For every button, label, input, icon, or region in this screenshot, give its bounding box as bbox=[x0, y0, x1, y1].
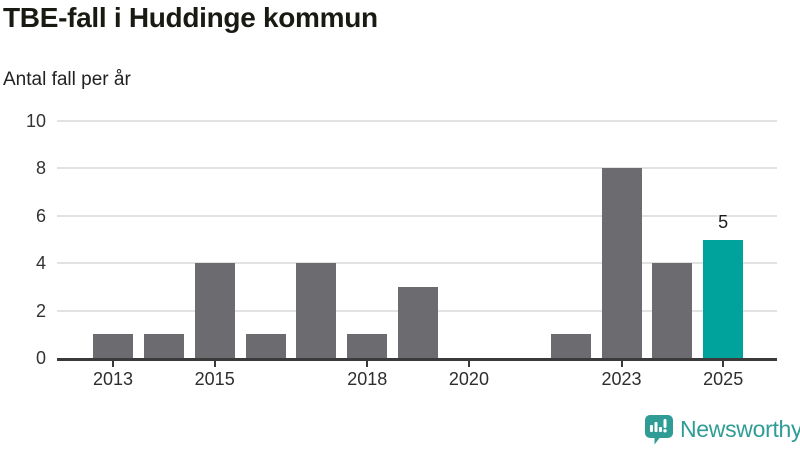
y-axis-label-6: 6 bbox=[35, 205, 46, 226]
x-axis-label-2013: 2013 bbox=[92, 369, 134, 389]
bar-2022 bbox=[550, 334, 591, 358]
y-axis-label-8: 8 bbox=[35, 158, 46, 179]
bar-2019 bbox=[398, 286, 439, 358]
x-axis-tick-2020 bbox=[467, 360, 470, 367]
bar-2025 bbox=[703, 239, 744, 358]
y-axis-label-4: 4 bbox=[35, 253, 46, 274]
x-axis-label-2020: 2020 bbox=[448, 369, 489, 389]
y-axis-label-10: 10 bbox=[25, 111, 46, 131]
chart-title: TBE-fall i Huddinge kommun bbox=[3, 2, 378, 33]
x-axis-tick-2018 bbox=[366, 360, 369, 367]
x-axis-tick-2025 bbox=[722, 360, 725, 367]
gridline-10 bbox=[57, 120, 777, 122]
y-axis-label-0: 0 bbox=[35, 348, 46, 368]
bar-2014 bbox=[143, 334, 184, 358]
bar-2013 bbox=[93, 334, 133, 358]
y-axis-label-2: 2 bbox=[35, 300, 46, 321]
bar-2015 bbox=[194, 263, 235, 358]
gridline-8 bbox=[57, 167, 777, 170]
x-axis-label-2015: 2015 bbox=[194, 369, 235, 389]
bar-value-label: 5 bbox=[718, 211, 729, 232]
x-axis-tick-2023 bbox=[620, 360, 623, 367]
bar-2018 bbox=[347, 334, 388, 358]
newsworthy-speech-bubble-bar-chart-icon bbox=[645, 415, 673, 445]
x-axis-tick-2013 bbox=[112, 360, 114, 367]
gridline-4 bbox=[57, 262, 777, 265]
bar-2017 bbox=[296, 263, 337, 358]
bar-2016 bbox=[245, 334, 286, 358]
x-axis-label-2023: 2023 bbox=[601, 369, 642, 389]
chart-subtitle: Antal fall per år bbox=[3, 69, 131, 90]
gridline-6 bbox=[57, 214, 777, 217]
newsworthy-wordmark: Newsworthy bbox=[680, 416, 800, 442]
x-axis-label-2025: 2025 bbox=[703, 369, 744, 389]
x-axis-tick-2015 bbox=[213, 360, 216, 367]
bar-2024 bbox=[652, 263, 693, 358]
newsworthy-logo[interactable]: Newsworthy bbox=[645, 415, 800, 445]
x-axis-label-2018: 2018 bbox=[347, 369, 388, 389]
plot-area bbox=[57, 120, 777, 361]
bar-2023 bbox=[601, 168, 642, 358]
